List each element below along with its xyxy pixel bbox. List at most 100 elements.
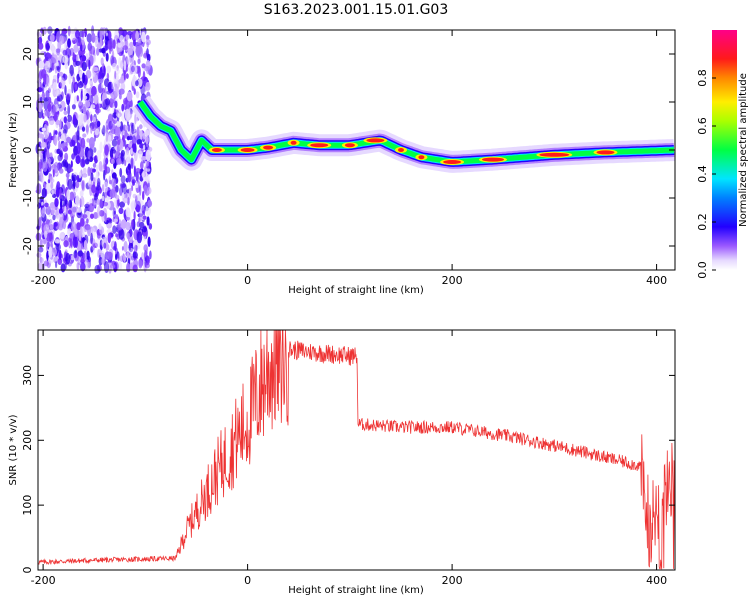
noise-dot (145, 128, 151, 137)
noise-dot (115, 126, 121, 137)
noise-dot (58, 131, 62, 137)
noise-dot (59, 35, 64, 45)
noise-dot (76, 73, 81, 82)
noise-dot (81, 126, 86, 132)
noise-dot (75, 195, 80, 207)
noise-dot (71, 153, 75, 160)
noise-dot (72, 76, 76, 88)
noise-dot (98, 223, 102, 231)
noise-dot (111, 93, 115, 100)
noise-dot (42, 161, 48, 173)
noise-dot (94, 264, 101, 274)
noise-dot (144, 66, 150, 72)
noise-dot (82, 72, 86, 84)
noise-dot (126, 251, 130, 259)
noise-dot (83, 250, 87, 262)
noise-dot (89, 45, 96, 55)
noise-dot (76, 142, 81, 155)
ridge-hotspot-core (398, 148, 404, 152)
noise-dot (127, 163, 131, 171)
noise-dot (54, 130, 58, 136)
noise-dot (138, 259, 143, 269)
noise-dot (119, 167, 123, 178)
noise-dot (107, 232, 112, 244)
noise-dot (51, 189, 54, 196)
noise-dot (69, 238, 73, 248)
ridge-hotspot-core (310, 143, 329, 148)
noise-dot (145, 136, 149, 144)
noise-dot (78, 171, 82, 179)
noise-dot (90, 121, 97, 132)
noise-dot (112, 39, 116, 49)
noise-dot (133, 165, 136, 178)
noise-dot (105, 241, 109, 251)
snr-y-ticks: 0 100 200 300 (21, 365, 675, 574)
noise-dot (40, 141, 47, 148)
noise-dot (145, 262, 150, 269)
spectrogram-x-label: Height of straight line (km) (288, 285, 424, 296)
noise-dot (89, 137, 95, 149)
noise-dot (39, 239, 43, 250)
noise-dot (101, 195, 105, 202)
noise-dot (129, 243, 131, 251)
noise-dot (38, 216, 42, 228)
noise-dot (63, 116, 67, 124)
noise-dot (69, 64, 74, 77)
noise-dot (81, 30, 85, 38)
noise-dot (85, 69, 92, 79)
noise-dot (38, 81, 41, 88)
noise-dot (42, 150, 46, 159)
noise-dot (103, 65, 106, 76)
noise-dot (133, 210, 136, 221)
noise-dot (111, 178, 117, 188)
noise-dot (104, 144, 109, 156)
noise-dot (93, 94, 99, 105)
noise-dot (135, 200, 141, 213)
noise-dot (68, 199, 72, 209)
noise-dot (67, 209, 72, 215)
noise-dot (44, 111, 51, 117)
ridge-hotspot-core (596, 150, 615, 155)
noise-dot (112, 207, 117, 219)
y-tick-label: 20 (21, 47, 34, 61)
noise-dot (72, 236, 77, 248)
noise-dot (94, 239, 101, 248)
noise-dot (137, 65, 141, 78)
noise-dot (81, 36, 85, 46)
snr-background (38, 330, 675, 570)
noise-dot (53, 161, 59, 174)
noise-dot (146, 161, 151, 170)
noise-dot (44, 230, 48, 239)
noise-dot (105, 35, 110, 41)
noise-dot (81, 180, 85, 191)
noise-dot (88, 203, 95, 213)
noise-dot (117, 254, 120, 262)
noise-dot (87, 150, 91, 160)
noise-dot (54, 66, 57, 74)
noise-dot (80, 262, 86, 272)
colorbar: 0.0 0.2 0.4 0.6 0.8 Normalized spectral ampl… (696, 30, 749, 279)
noise-dot (64, 198, 68, 205)
colorbar-label: Normalized spectral amplitude (738, 73, 749, 227)
noise-dot (56, 48, 60, 56)
noise-dot (122, 197, 129, 204)
noise-dot (108, 30, 112, 40)
noise-dot (49, 218, 54, 231)
noise-dot (55, 119, 60, 126)
y-tick-label: 10 (21, 95, 34, 109)
noise-dot (63, 240, 69, 248)
noise-dot (99, 141, 103, 154)
y-tick-label: -20 (21, 237, 34, 255)
noise-dot (131, 185, 134, 192)
noise-dot (52, 82, 57, 90)
noise-dot (89, 167, 94, 174)
noise-dot (128, 143, 133, 148)
noise-dot (127, 124, 131, 132)
noise-dot (48, 246, 53, 258)
y-tick-label: 100 (21, 495, 34, 516)
noise-dot (96, 206, 101, 218)
noise-dot (102, 99, 109, 111)
noise-dot (82, 95, 88, 100)
noise-dot (82, 106, 87, 115)
noise-dot (113, 218, 118, 223)
